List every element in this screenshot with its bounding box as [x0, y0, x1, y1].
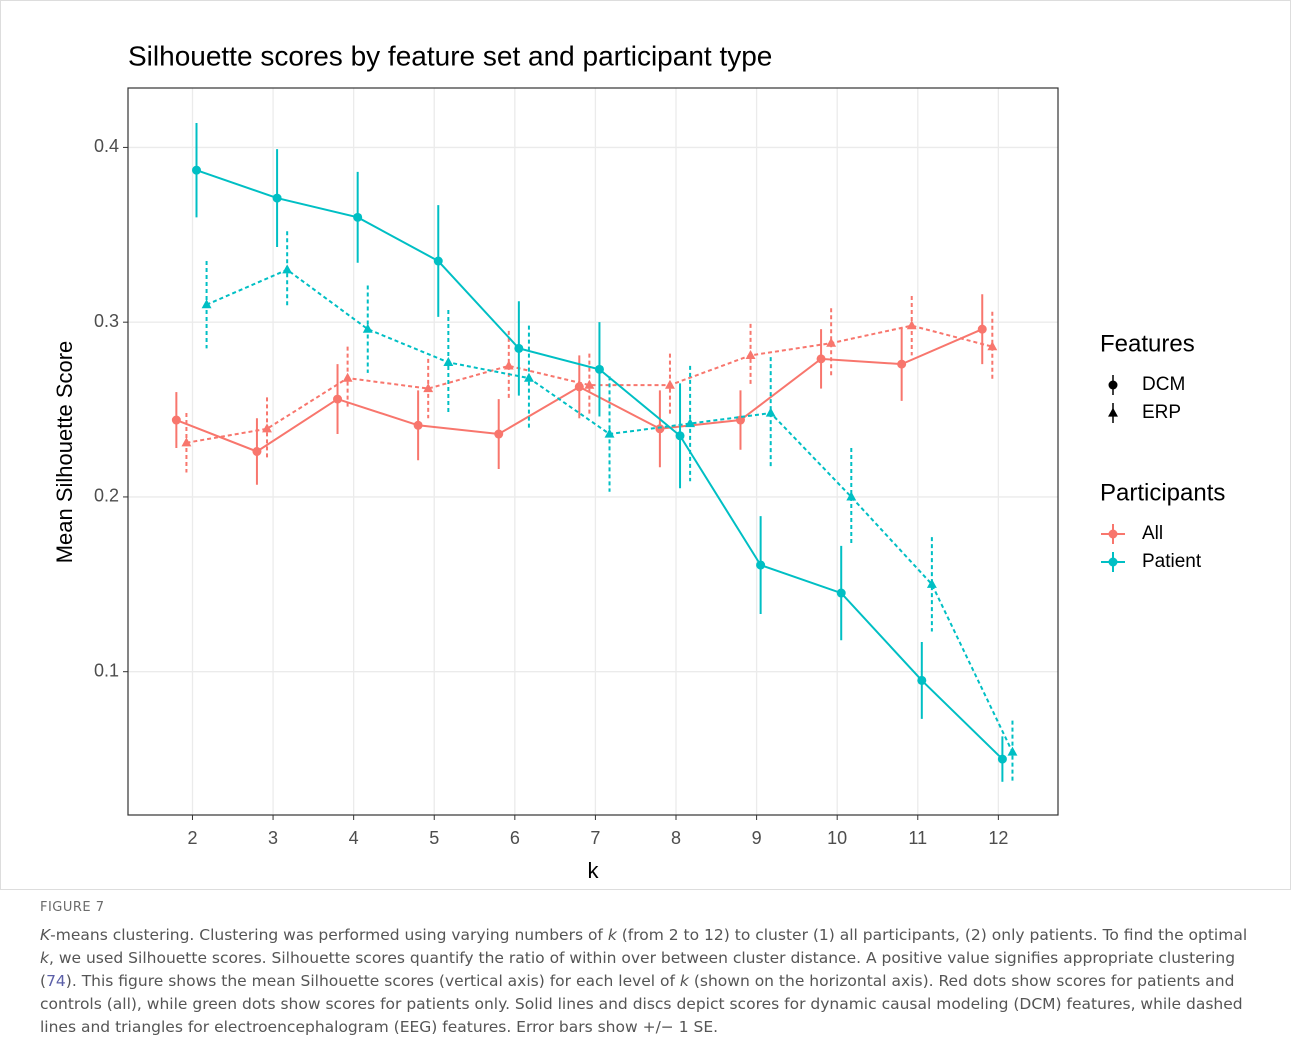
data-point — [604, 428, 615, 438]
data-point — [594, 364, 604, 374]
x-tick-label: 12 — [988, 828, 1008, 848]
data-point — [433, 256, 443, 266]
data-point — [574, 382, 584, 392]
data-point — [816, 354, 826, 364]
x-tick-label: 3 — [268, 828, 278, 848]
data-point — [252, 447, 262, 456]
legend-title: Participants — [1100, 479, 1225, 506]
data-point — [171, 415, 181, 425]
data-point — [997, 754, 1007, 764]
y-tick-label: 0.3 — [94, 311, 119, 331]
data-point — [977, 324, 987, 334]
x-tick-label: 4 — [349, 828, 359, 848]
x-tick-label: 8 — [671, 828, 681, 848]
data-point — [765, 407, 776, 417]
data-point — [987, 341, 998, 351]
data-point — [655, 424, 665, 434]
data-point — [181, 437, 192, 447]
y-tick-label: 0.1 — [94, 660, 119, 680]
chart-title: Silhouette scores by feature set and par… — [128, 40, 772, 71]
data-point — [1007, 746, 1018, 756]
caption-text: -means clustering. Clustering was perfor… — [50, 926, 608, 944]
legend-key — [1108, 407, 1118, 417]
data-point — [342, 372, 353, 382]
legend-title: Features — [1100, 330, 1195, 357]
data-point — [282, 264, 293, 274]
data-point — [735, 415, 745, 425]
caption-text: ). This figure shows the mean Silhouette… — [65, 972, 680, 990]
reference-link[interactable]: 74 — [46, 972, 66, 990]
figure-label: FIGURE 7 — [40, 900, 105, 915]
x-axis-label: k — [588, 858, 600, 883]
plot-border — [127, 87, 1059, 816]
legend-label: Patient — [1142, 551, 1202, 572]
x-tick-label: 2 — [187, 828, 197, 848]
caption-text: k — [607, 926, 617, 944]
chart: Silhouette scores by feature set and par… — [0, 0, 1291, 890]
caption-text: (shown on the horizontal axis). Red dots… — [40, 972, 1243, 1036]
data-point — [423, 383, 434, 393]
data-point — [192, 165, 202, 175]
figure-frame — [0, 0, 1291, 890]
data-point — [523, 372, 534, 382]
legend-label: ERP — [1142, 402, 1181, 423]
data-point — [362, 323, 373, 333]
data-point — [413, 420, 423, 430]
data-point — [262, 423, 272, 433]
caption-text: k — [40, 949, 49, 967]
data-point — [201, 299, 212, 309]
legend-label: DCM — [1142, 374, 1185, 395]
data-point — [333, 394, 343, 404]
data-point — [917, 675, 927, 685]
legend-label: All — [1142, 523, 1163, 544]
x-tick-label: 9 — [752, 828, 762, 848]
data-point — [846, 491, 857, 501]
figure-caption: K-means clustering. Clustering was perfo… — [40, 924, 1255, 1039]
legend-key — [1108, 529, 1118, 539]
x-tick-label: 5 — [429, 828, 439, 848]
series-line — [196, 169, 1004, 760]
x-tick-label: 10 — [827, 828, 847, 848]
data-point — [503, 360, 514, 370]
data-point — [906, 320, 917, 330]
data-point — [665, 379, 675, 389]
data-point — [443, 356, 454, 366]
legend-key — [1108, 557, 1118, 567]
caption-text: (from 2 to 12) to cluster (1) all partic… — [616, 926, 1248, 944]
y-tick-label: 0.2 — [94, 486, 119, 506]
caption-text: k — [679, 972, 689, 990]
x-tick-label: 6 — [510, 828, 520, 848]
data-point — [685, 418, 696, 428]
data-point — [675, 431, 685, 441]
legend-key — [1108, 380, 1118, 390]
data-point — [756, 560, 766, 570]
caption-text: , we used Silhouette scores. Silhouette … — [40, 949, 1236, 990]
y-tick-label: 0.4 — [94, 136, 119, 156]
series-line — [206, 268, 1014, 753]
data-point — [897, 359, 907, 369]
data-point — [514, 343, 524, 353]
data-point — [353, 212, 363, 222]
data-point — [584, 379, 595, 389]
x-tick-label: 11 — [908, 828, 927, 848]
y-axis-label: Mean Silhouette Score — [52, 341, 77, 564]
series-line — [186, 324, 993, 444]
data-point — [836, 588, 846, 598]
data-point — [926, 578, 937, 588]
data-point — [745, 349, 756, 359]
data-point — [826, 337, 837, 347]
data-point — [494, 429, 504, 439]
x-tick-label: 7 — [590, 828, 600, 848]
caption-text: K — [40, 926, 51, 944]
data-point — [272, 193, 282, 203]
